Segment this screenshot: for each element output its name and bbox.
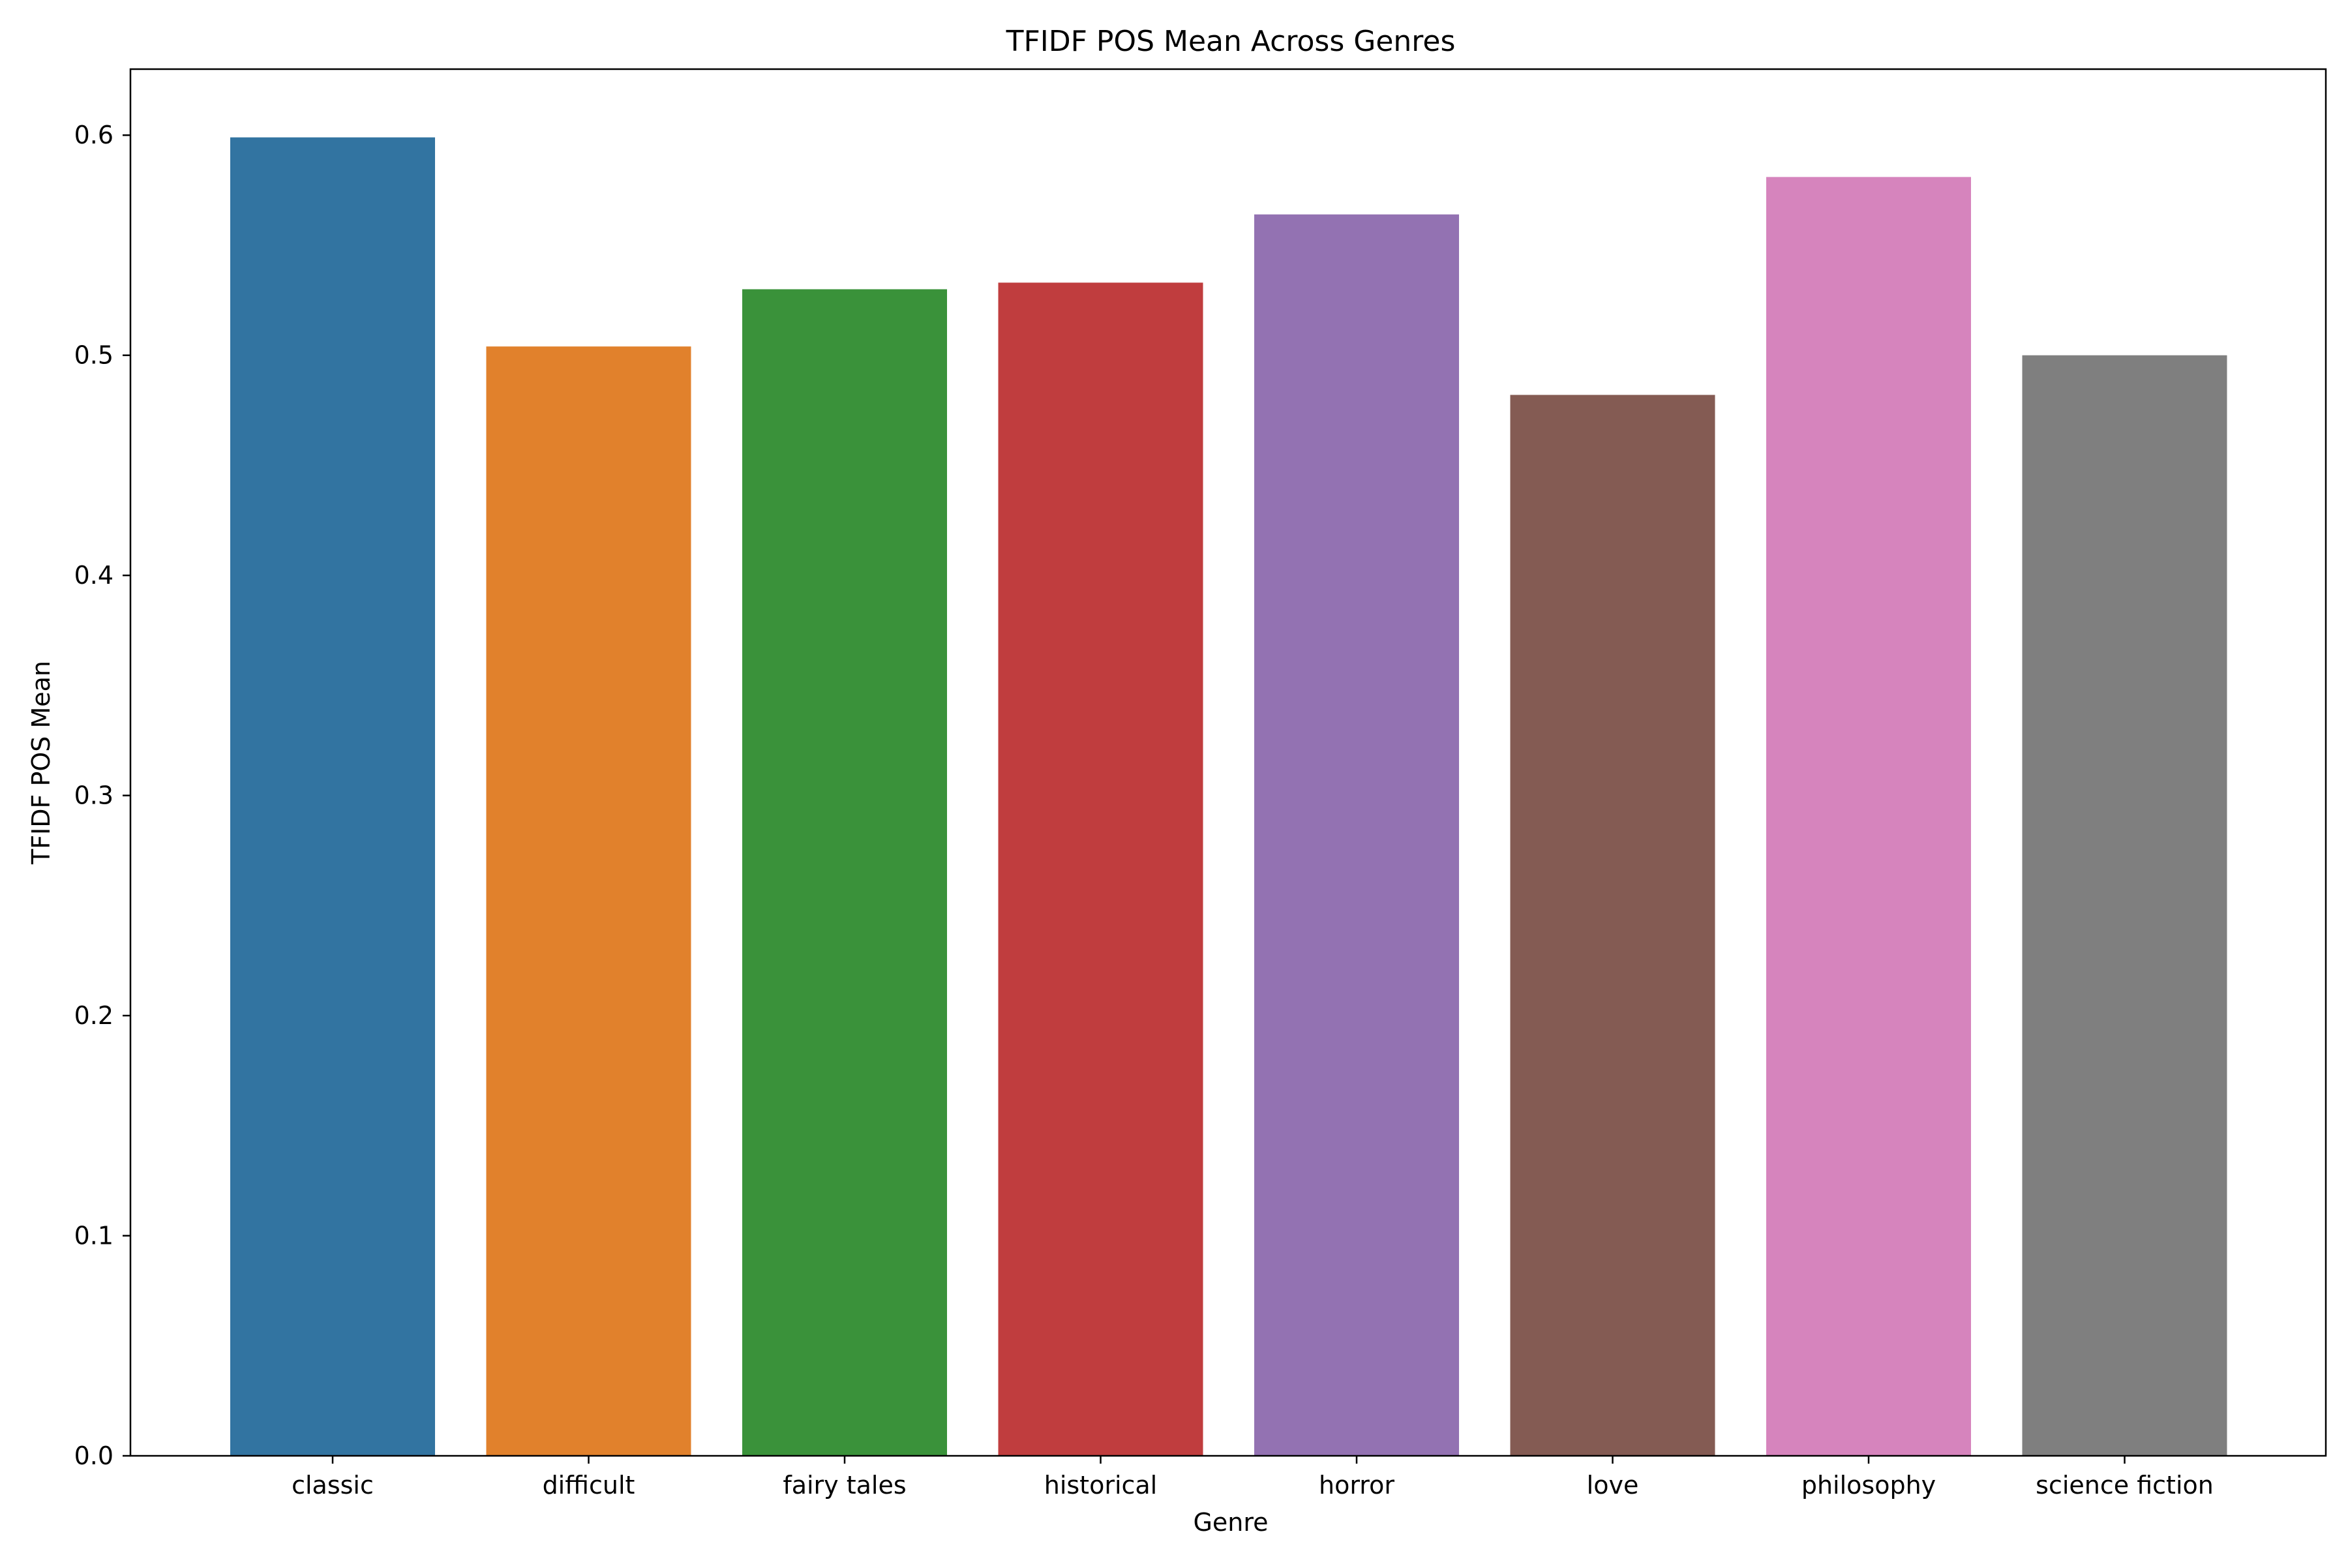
bars-layer	[230, 137, 2227, 1456]
y-tick-label: 0.1	[74, 1222, 113, 1250]
x-axis: classic difficult fairy tales historical hor…	[292, 1456, 2214, 1500]
y-tick-label: 0.6	[74, 121, 113, 149]
bar-fairy-tales	[742, 289, 947, 1456]
bar-love	[1510, 395, 1715, 1456]
chart-title: TFIDF POS Mean Across Genres	[1006, 25, 1456, 58]
y-tick-label: 0.4	[74, 561, 113, 590]
y-axis: 0.0 0.1 0.2 0.3 0.4 0.5 0.6	[74, 121, 130, 1470]
plot-area-frame	[129, 68, 2327, 1457]
y-tick-label: 0.5	[74, 341, 113, 370]
y-tick-label: 0.3	[74, 781, 113, 810]
x-tick-label: fairy tales	[783, 1471, 906, 1500]
x-tick-label: classic	[292, 1471, 374, 1500]
x-tick-label: horror	[1319, 1471, 1394, 1500]
x-tick-label: historical	[1044, 1471, 1158, 1500]
bar-horror	[1254, 214, 1459, 1456]
x-axis-label: Genre	[1193, 1508, 1268, 1537]
bar-philosophy	[1766, 177, 1971, 1456]
bar-difficult	[486, 346, 691, 1456]
bar-historical	[998, 282, 1203, 1456]
y-tick-label: 0.0	[74, 1441, 113, 1470]
x-tick-label: science fiction	[2036, 1471, 2214, 1500]
y-tick-label: 0.2	[74, 1001, 113, 1030]
x-tick-label: difficult	[543, 1471, 635, 1500]
bar-classic	[230, 137, 435, 1456]
x-tick-label: love	[1587, 1471, 1639, 1500]
y-axis-label: TFIDF POS Mean	[27, 661, 55, 865]
x-tick-label: philosophy	[1801, 1471, 1936, 1500]
bar-science-fiction	[2022, 355, 2227, 1456]
